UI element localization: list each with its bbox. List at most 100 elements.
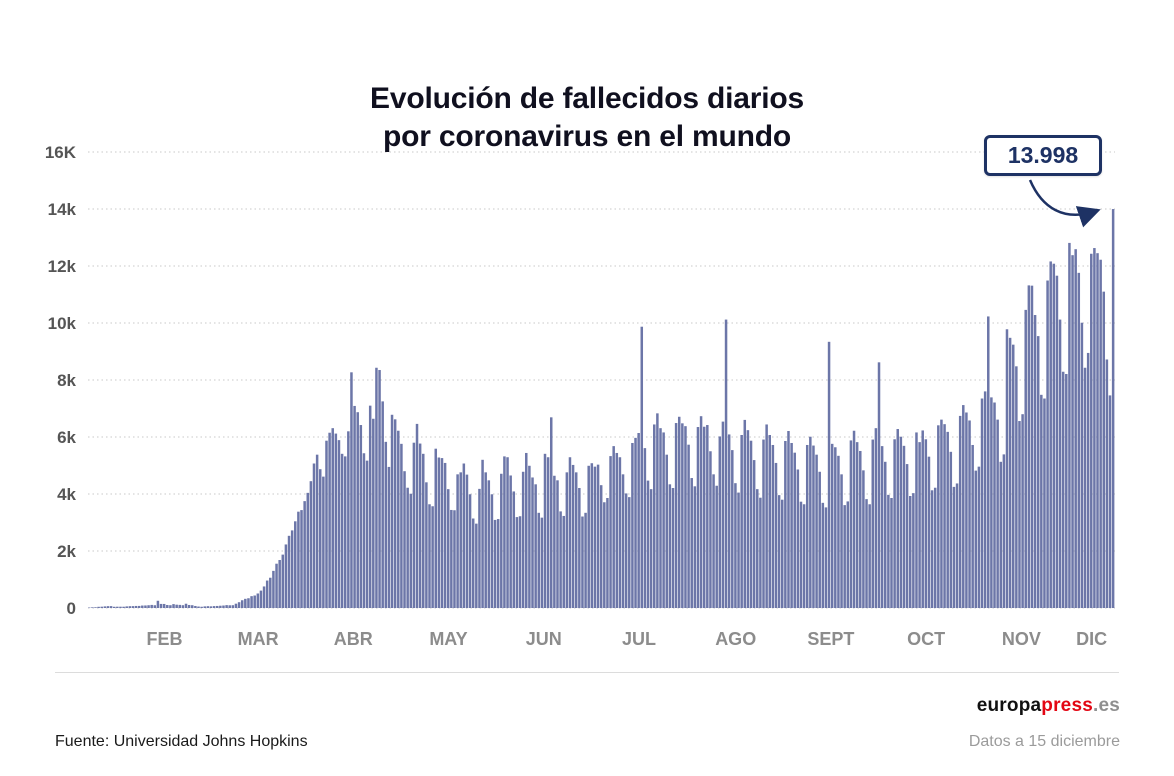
bar (1111, 209, 1115, 608)
bar (493, 519, 497, 608)
bar (871, 439, 875, 608)
bar (225, 605, 228, 608)
bar (1058, 319, 1062, 608)
bar (599, 485, 603, 608)
chart-title-line1: Evolución de fallecidos diarios (370, 82, 804, 115)
y-axis-label: 16K (45, 143, 77, 162)
bar (475, 523, 478, 608)
bar (809, 436, 812, 608)
bar (484, 472, 487, 608)
bar (715, 485, 718, 609)
bar (762, 439, 765, 608)
bar (818, 471, 821, 608)
bar (1093, 248, 1096, 609)
bar (437, 457, 441, 608)
bar (250, 596, 253, 608)
bar (880, 446, 884, 608)
bar (843, 505, 846, 608)
y-axis-label: 6k (57, 428, 76, 447)
bar (490, 494, 494, 608)
bar (718, 436, 722, 608)
bar (275, 563, 278, 608)
bar (709, 451, 712, 608)
bar (303, 501, 306, 609)
bar (908, 496, 912, 609)
bar (996, 419, 999, 609)
bar (306, 492, 310, 608)
bar (1071, 255, 1074, 609)
bar (240, 600, 244, 608)
bar (331, 428, 334, 608)
bar (150, 604, 153, 608)
bar (890, 497, 893, 608)
chart-title-line2: por coronavirus en el mundo (383, 120, 791, 153)
bar (1080, 322, 1084, 608)
bar (1068, 242, 1071, 608)
bar (924, 439, 928, 608)
bar (587, 465, 590, 608)
bar (265, 580, 269, 608)
bar (187, 604, 191, 608)
bar (780, 499, 784, 608)
bar (805, 444, 809, 608)
bar (315, 454, 319, 608)
bar (262, 586, 266, 608)
bar (384, 441, 388, 609)
bar (375, 367, 378, 608)
bar (824, 507, 828, 608)
bar (328, 432, 331, 609)
bar (852, 430, 856, 608)
bar (537, 512, 541, 608)
bar (987, 316, 990, 608)
bar (284, 544, 288, 608)
bar (234, 603, 238, 608)
bar (468, 494, 472, 608)
bar (690, 478, 693, 608)
bar (340, 453, 344, 608)
bar (821, 502, 825, 608)
brand-part-press: press (1041, 695, 1093, 716)
bar (459, 472, 462, 608)
x-axis-label: OCT (907, 629, 945, 649)
bar (687, 444, 690, 608)
bar (1021, 414, 1024, 608)
bar (637, 433, 640, 608)
bar (649, 489, 653, 608)
bar (549, 417, 553, 608)
bar (983, 391, 987, 608)
bar (222, 605, 225, 608)
bar (1043, 398, 1046, 608)
bar (365, 460, 369, 608)
bar (422, 453, 425, 608)
bar (518, 516, 522, 608)
bar (1102, 291, 1106, 608)
bar (980, 398, 984, 608)
bar (618, 457, 622, 609)
bar (565, 472, 569, 608)
chart-title: Evolución de fallecidos diarios por coro… (0, 80, 1174, 156)
bar (256, 593, 260, 608)
bar (1033, 315, 1037, 608)
bar (1040, 394, 1043, 608)
bar (915, 432, 918, 608)
bar (1005, 329, 1009, 608)
bar (949, 451, 953, 608)
x-axis-label: JUL (622, 629, 656, 649)
value-callout: 13.998 (984, 135, 1102, 176)
bar (793, 452, 796, 608)
y-axis-label: 4k (57, 485, 76, 504)
bar (290, 530, 294, 608)
bar (287, 535, 291, 608)
bar (194, 605, 197, 608)
y-axis-label: 10k (48, 314, 77, 333)
bar (646, 480, 650, 608)
bar (696, 427, 700, 608)
bar (509, 475, 512, 609)
bar (937, 425, 940, 608)
bar (606, 497, 609, 608)
bar (119, 606, 122, 608)
bar (1096, 253, 1099, 608)
bar (640, 326, 644, 608)
bar (756, 489, 759, 608)
